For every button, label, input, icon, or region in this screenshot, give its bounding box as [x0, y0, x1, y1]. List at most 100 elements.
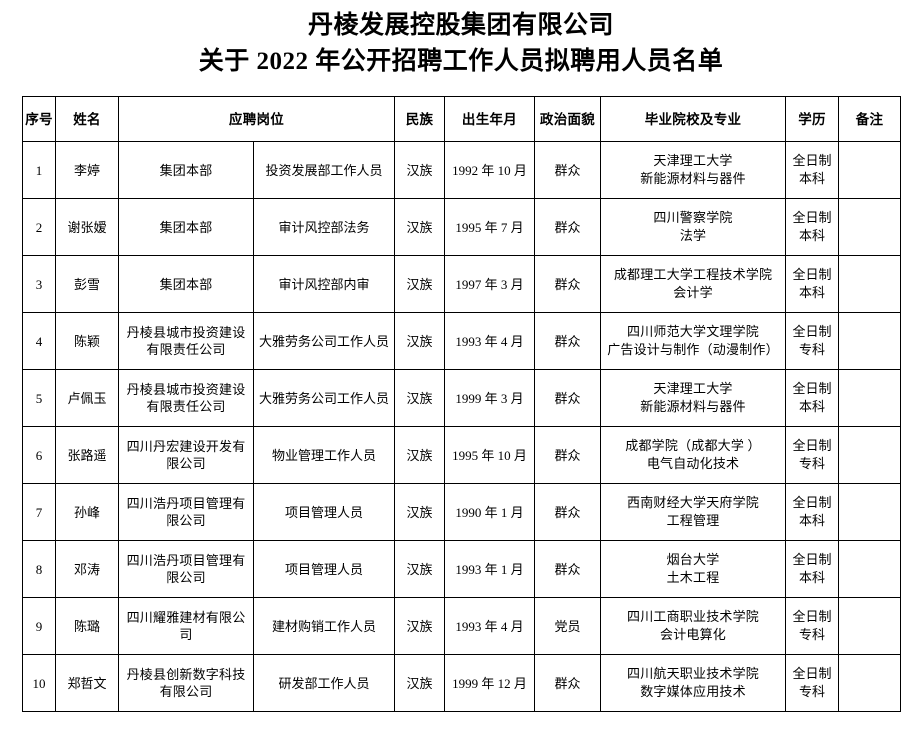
cell-birth: 1999 年 12 月	[444, 654, 536, 712]
cell-seq: 3	[22, 255, 56, 313]
header-seq: 序号	[22, 96, 56, 142]
table-row: 2 谢张嫒 集团本部 审计风控部法务 汉族 1995 年 7 月群众 四川警察学院 法学 全日制…	[22, 198, 902, 256]
cell-degree: 全日制 本科	[785, 483, 840, 541]
cell-remark	[838, 369, 902, 427]
school-line-2: 会计电算化	[660, 627, 727, 642]
cell-school: 西南财经大学天府学院 工程管理	[600, 483, 787, 541]
cell-birth: 1999 年 3 月	[444, 369, 536, 427]
cell-name: 陈璐	[55, 597, 119, 655]
cell-degree: 全日制 本科	[785, 255, 840, 313]
cell-birth: 1995 年 10 月	[444, 426, 536, 484]
cell-degree: 全日制 本科	[785, 369, 840, 427]
cell-degree: 全日制 本科	[785, 540, 840, 598]
cell-school: 烟台大学 土木工程	[600, 540, 787, 598]
degree-line-1: 全日制	[792, 324, 832, 339]
school-line-2: 广告设计与制作（动漫制作）	[607, 342, 779, 357]
cell-political: 群众	[534, 312, 602, 370]
header-birth: 出生年月	[444, 96, 536, 142]
degree-line-1: 全日制	[792, 438, 832, 453]
cell-ethnicity: 汉族	[394, 654, 446, 712]
cell-unit: 丹棱县城市投资建设有限责任公司	[118, 312, 254, 370]
table-row: 4 陈颖 丹棱县城市投资建设有限责任公司 大雅劳务公司工作人员 汉族 1993 年 4 月…	[22, 312, 902, 370]
cell-ethnicity: 汉族	[394, 369, 446, 427]
cell-school: 四川工商职业技术学院 会计电算化	[600, 597, 787, 655]
cell-degree: 全日制 本科	[785, 141, 840, 199]
cell-seq: 8	[22, 540, 56, 598]
degree-line-1: 全日制	[792, 495, 832, 510]
cell-post: 物业管理工作人员	[252, 426, 396, 484]
cell-birth: 1993 年 1 月	[444, 540, 536, 598]
cell-ethnicity: 汉族	[394, 312, 446, 370]
school-line-2: 数字媒体应用技术	[640, 684, 746, 699]
table-row: 3 彭雪 集团本部 审计风控部内审 汉族 1997 年 3 月群众 成都理工大学工程技术学院…	[22, 255, 902, 313]
cell-school: 天津理工大学 新能源材料与器件	[600, 369, 787, 427]
cell-post: 审计风控部内审	[252, 255, 396, 313]
header-ethnicity: 民族	[394, 96, 446, 142]
cell-name: 谢张嫒	[55, 198, 119, 256]
cell-unit: 四川耀雅建材有限公司	[118, 597, 254, 655]
cell-ethnicity: 汉族	[394, 198, 446, 256]
cell-post: 项目管理人员	[252, 483, 396, 541]
cell-school: 成都理工大学工程技术学院 会计学	[600, 255, 787, 313]
header-row: 序号 姓名 应聘岗位 民族 出生年月 政治面貌 毕业院校及专业 学历 备注	[22, 96, 902, 142]
header-political: 政治面貌	[534, 96, 602, 142]
cell-unit: 集团本部	[118, 198, 254, 256]
school-line-2: 新能源材料与器件	[640, 171, 746, 186]
cell-ethnicity: 汉族	[394, 426, 446, 484]
cell-ethnicity: 汉族	[394, 540, 446, 598]
degree-line-1: 全日制	[792, 609, 832, 624]
degree-line-2: 本科	[799, 228, 826, 243]
school-line-1: 成都学院（成都大学 ）	[625, 438, 761, 453]
cell-remark	[838, 540, 902, 598]
degree-line-1: 全日制	[792, 552, 832, 567]
cell-remark	[838, 312, 902, 370]
cell-ethnicity: 汉族	[394, 597, 446, 655]
cell-unit: 四川丹宏建设开发有限公司	[118, 426, 254, 484]
school-line-2: 法学	[679, 228, 707, 243]
school-line-1: 四川警察学院	[653, 210, 733, 225]
cell-unit: 丹棱县城市投资建设有限责任公司	[118, 369, 254, 427]
cell-political: 群众	[534, 654, 602, 712]
cell-birth: 1997 年 3 月	[444, 255, 536, 313]
table-row: 6 张路遥 四川丹宏建设开发有限公司 物业管理工作人员 汉族 1995 年 10 月群众成…	[22, 426, 902, 484]
cell-post: 建材购销工作人员	[252, 597, 396, 655]
school-line-1: 西南财经大学天府学院	[627, 495, 760, 510]
cell-degree: 全日制 专科	[785, 426, 840, 484]
header-school: 毕业院校及专业	[600, 96, 787, 142]
header-name: 姓名	[55, 96, 119, 142]
cell-seq: 7	[22, 483, 56, 541]
school-line-1: 天津理工大学	[653, 381, 733, 396]
cell-ethnicity: 汉族	[394, 255, 446, 313]
cell-name: 陈颖	[55, 312, 119, 370]
cell-school: 成都学院（成都大学 ） 电气自动化技术	[600, 426, 787, 484]
cell-political: 群众	[534, 540, 602, 598]
table-row: 9 陈璐 四川耀雅建材有限公司 建材购销工作人员 汉族 1993 年 4 月党员 四川工商职…	[22, 597, 902, 655]
cell-political: 党员	[534, 597, 602, 655]
school-line-1: 天津理工大学	[653, 153, 733, 168]
degree-line-2: 专科	[799, 342, 826, 357]
cell-name: 郑哲文	[55, 654, 119, 712]
cell-degree: 全日制 本科	[785, 198, 840, 256]
school-line-1: 四川工商职业技术学院	[627, 609, 760, 624]
school-line-2: 会计学	[673, 285, 713, 300]
cell-unit: 丹棱县创新数字科技有限公司	[118, 654, 254, 712]
table-header: 序号 姓名 应聘岗位 民族 出生年月 政治面貌 毕业院校及专业 学历 备注	[22, 96, 902, 142]
cell-name: 彭雪	[55, 255, 119, 313]
cell-seq: 6	[22, 426, 56, 484]
cell-seq: 9	[22, 597, 56, 655]
degree-line-2: 专科	[799, 684, 826, 699]
cell-post: 大雅劳务公司工作人员	[252, 369, 396, 427]
school-line-2: 土木工程	[666, 570, 720, 585]
cell-post: 研发部工作人员	[252, 654, 396, 712]
degree-line-1: 全日制	[792, 666, 832, 681]
degree-line-2: 本科	[799, 399, 826, 414]
cell-post: 投资发展部工作人员	[252, 141, 396, 199]
cell-political: 群众	[534, 255, 602, 313]
document-title-block: 丹棱发展控股集团有限公司 关于 2022 年公开招聘工作人员拟聘用人员名单	[0, 0, 922, 80]
cell-political: 群众	[534, 141, 602, 199]
title-line-company: 丹棱发展控股集团有限公司	[307, 12, 614, 39]
table-body: 1 李婷 集团本部 投资发展部工作人员 汉族 1992 年 10 月群众 天津理工大学 新能源…	[22, 141, 902, 712]
